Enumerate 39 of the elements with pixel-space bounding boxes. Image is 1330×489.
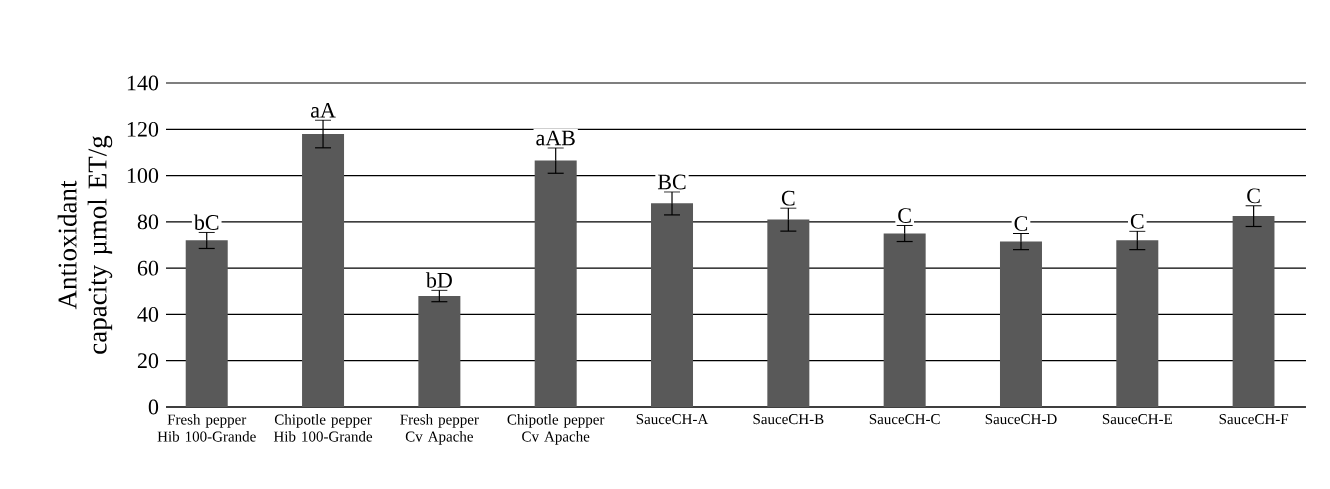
x-tick-label: Fresh pepper Cv Apache [400,414,479,445]
bar [302,133,345,407]
x-tick-label: SauceCH-F [1219,414,1289,425]
y-tick-label: 80 [137,214,159,230]
bar [185,240,228,407]
x-tick-label: SauceCH-B [753,414,824,425]
annotation: aA [311,102,336,118]
y-tick-label: 60 [137,260,159,276]
y-tick-label: 100 [127,168,159,183]
annotation: C [781,190,795,206]
x-tick-label: Chipotle pepper Cv Apache [507,414,605,445]
bar [767,219,810,407]
bar [651,203,694,407]
bar [418,295,461,407]
bar [1232,216,1275,407]
annotation: C [1130,213,1144,229]
x-tick-label: Fresh pepper Hib 100-Grande [157,414,256,442]
annotation: bC [193,214,219,230]
x-tick-label: SauceCH-E [1102,414,1172,425]
annotation: bD [425,272,452,288]
y-tick-label: 20 [137,353,159,369]
bar [1116,240,1159,407]
x-tick-label: Chipotle pepper Hib 100-Grande [273,414,373,442]
x-tick-label: SauceCH-A [636,414,709,425]
bar [999,241,1042,407]
bar [534,160,577,407]
x-tick-label: SauceCH-D [985,414,1057,425]
annotation: aAB [536,130,575,146]
y-tick-label: 120 [127,121,159,137]
bar [883,233,926,407]
x-tick-label: SauceCH-C [869,414,940,425]
y-tick-label: 40 [137,307,159,322]
y-tick-label: 140 [127,75,159,91]
annotation: C [1014,216,1028,232]
annotation: BC [657,174,686,190]
y-tick-label: 0 [148,399,159,415]
annotation: C [1247,188,1260,204]
annotation: C [898,208,911,223]
y-axis-title: Antioxidant capacity µmol ET/g [57,135,113,354]
